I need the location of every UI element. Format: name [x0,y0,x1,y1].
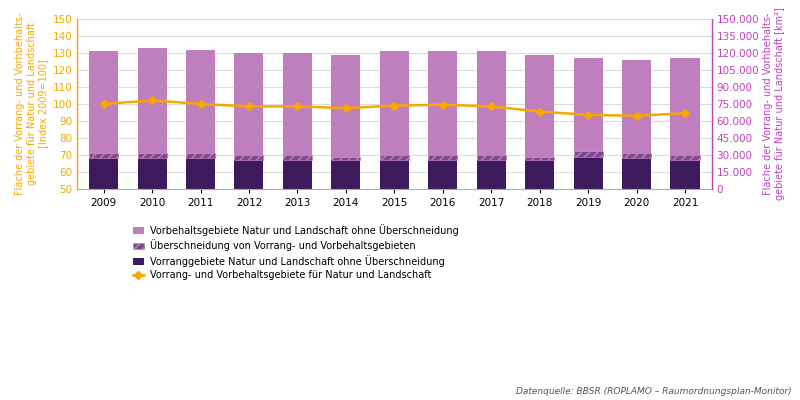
Bar [283,155,312,160]
Text: Datenquelle: BBSR (ROPLAMO – Raumordnungsplan-Monitor): Datenquelle: BBSR (ROPLAMO – Raumordnung… [516,387,792,396]
Bar [234,53,263,155]
Bar [89,51,118,153]
Bar [428,51,458,155]
Bar [622,60,651,153]
Bar [89,158,118,189]
Bar [574,152,602,156]
Bar [477,160,506,189]
Y-axis label: Fläche der Vorrang- und Vorhbehalts-
gebiete für Natur und Landschaft [km²]: Fläche der Vorrang- und Vorhbehalts- geb… [763,8,785,200]
Bar [331,160,360,189]
Legend: Vorbehaltsgebiete Natur und Landschaft ohne Überschneidung, Überschneidung von V: Vorbehaltsgebiete Natur und Landschaft o… [133,224,459,280]
Bar [186,158,215,189]
Bar [525,160,554,189]
Bar [138,48,166,153]
Bar [670,160,699,189]
Bar [428,160,458,189]
Bar [525,156,554,160]
Bar [380,51,409,155]
Bar [670,58,699,155]
Bar [138,158,166,189]
Bar [574,156,602,189]
Bar [234,155,263,160]
Bar [186,153,215,158]
Bar [380,155,409,160]
Bar [477,51,506,155]
Bar [477,155,506,160]
Bar [622,158,651,189]
Bar [89,153,118,158]
Bar [283,160,312,189]
Bar [380,160,409,189]
Bar [234,160,263,189]
Y-axis label: Fläche der Vorrang- und Vorhbehalts-
gebiete für Natur und Landschaft
[Index 200: Fläche der Vorrang- und Vorhbehalts- geb… [15,13,48,195]
Bar [574,58,602,152]
Bar [283,53,312,155]
Bar [622,153,651,158]
Bar [331,55,360,156]
Bar [331,156,360,160]
Bar [525,55,554,156]
Bar [186,50,215,153]
Bar [670,155,699,160]
Bar [138,153,166,158]
Bar [428,155,458,160]
